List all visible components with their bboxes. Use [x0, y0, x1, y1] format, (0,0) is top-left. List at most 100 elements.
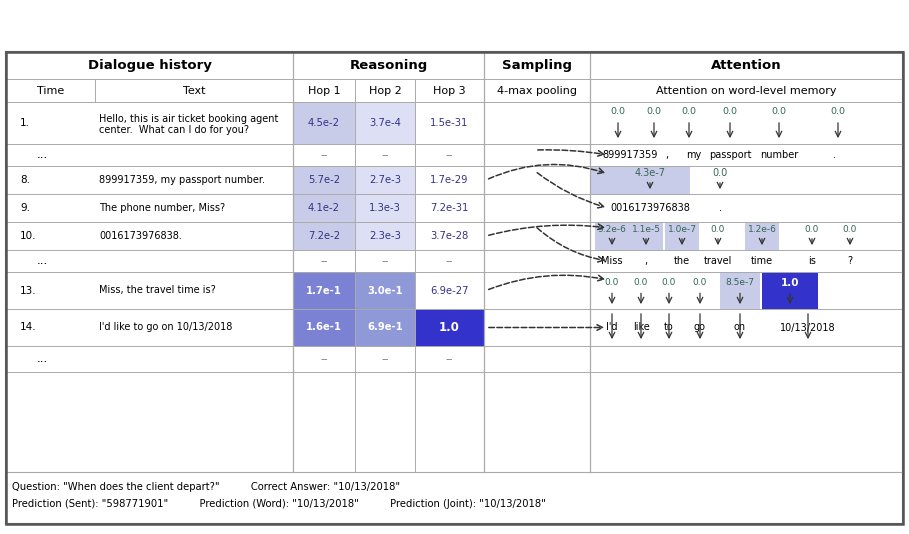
- Bar: [355, 194, 415, 222]
- Text: my: my: [686, 150, 702, 160]
- Text: 0.0: 0.0: [611, 107, 625, 116]
- Text: 0.0: 0.0: [646, 107, 662, 116]
- Text: passport: passport: [709, 150, 751, 160]
- Text: 3.7e-28: 3.7e-28: [430, 231, 469, 241]
- Text: The phone number, Miss?: The phone number, Miss?: [99, 203, 225, 213]
- Text: I'd: I'd: [606, 323, 618, 333]
- Text: 4.3e-7: 4.3e-7: [634, 168, 665, 178]
- Text: 0016173976838.: 0016173976838.: [99, 231, 182, 241]
- Text: Hop 2: Hop 2: [369, 85, 402, 96]
- Text: --: --: [320, 256, 328, 266]
- Bar: [595, 222, 629, 250]
- Bar: [355, 102, 415, 144]
- Text: --: --: [445, 354, 454, 364]
- Text: 1.: 1.: [20, 118, 30, 128]
- Text: ...: ...: [36, 352, 47, 365]
- Text: Attention: Attention: [711, 59, 782, 72]
- Bar: [6, 52, 903, 524]
- Bar: [293, 194, 355, 222]
- Bar: [355, 309, 415, 346]
- Text: 1.6e-1: 1.6e-1: [306, 323, 342, 333]
- Bar: [745, 222, 779, 250]
- Text: center.  What can I do for you?: center. What can I do for you?: [99, 125, 249, 135]
- Text: Hop 1: Hop 1: [307, 85, 340, 96]
- Text: 9.: 9.: [20, 203, 30, 213]
- Text: --: --: [381, 256, 389, 266]
- Bar: [720, 272, 760, 309]
- Text: Text: Text: [183, 85, 205, 96]
- Text: I'd like to go on 10/13/2018: I'd like to go on 10/13/2018: [99, 323, 233, 333]
- Text: 0.0: 0.0: [831, 107, 845, 116]
- Text: 13.: 13.: [20, 286, 36, 295]
- Text: Question: "When does the client depart?"          Correct Answer: "10/13/2018": Question: "When does the client depart?"…: [12, 482, 400, 492]
- Text: Miss: Miss: [601, 256, 623, 266]
- Text: 3.0e-1: 3.0e-1: [367, 286, 403, 295]
- Text: 0.0: 0.0: [772, 107, 786, 116]
- Text: 7.2e-31: 7.2e-31: [430, 203, 469, 213]
- Text: 0.0: 0.0: [804, 224, 819, 233]
- Text: 0.0: 0.0: [843, 224, 857, 233]
- Bar: [355, 272, 415, 309]
- Text: to: to: [664, 323, 674, 333]
- Bar: [293, 102, 355, 144]
- Text: 0.0: 0.0: [604, 278, 619, 287]
- Text: ?: ?: [847, 256, 853, 266]
- Bar: [665, 222, 699, 250]
- Bar: [590, 166, 690, 194]
- Text: on: on: [734, 323, 746, 333]
- Bar: [629, 222, 663, 250]
- Text: 0016173976838: 0016173976838: [610, 203, 690, 213]
- Text: 0.0: 0.0: [634, 278, 648, 287]
- Text: the: the: [674, 256, 690, 266]
- Text: 8.5e-7: 8.5e-7: [725, 278, 754, 287]
- Text: Dialogue history: Dialogue history: [87, 59, 212, 72]
- Text: go: go: [694, 323, 706, 333]
- Text: Miss, the travel time is?: Miss, the travel time is?: [99, 286, 215, 295]
- Text: ...: ...: [36, 255, 47, 268]
- Text: --: --: [445, 256, 454, 266]
- Text: --: --: [320, 150, 328, 160]
- Text: 899917359: 899917359: [603, 150, 658, 160]
- Text: ,: ,: [665, 150, 668, 160]
- Text: 1.5e-31: 1.5e-31: [430, 118, 469, 128]
- Bar: [293, 272, 355, 309]
- Text: 7.2e-2: 7.2e-2: [308, 231, 340, 241]
- Text: --: --: [445, 150, 454, 160]
- Text: 1.2e-6: 1.2e-6: [747, 224, 776, 233]
- Bar: [355, 222, 415, 250]
- Text: Hello, this is air ticket booking agent: Hello, this is air ticket booking agent: [99, 114, 278, 124]
- Text: 9.2e-6: 9.2e-6: [597, 224, 626, 233]
- Text: 0.0: 0.0: [713, 168, 727, 178]
- Text: 1.0: 1.0: [781, 278, 799, 287]
- Bar: [293, 309, 355, 346]
- Text: 1.0: 1.0: [439, 321, 460, 334]
- Bar: [6, 52, 903, 524]
- Text: Attention on word-level memory: Attention on word-level memory: [656, 85, 837, 96]
- Bar: [415, 309, 484, 346]
- Text: 0.0: 0.0: [662, 278, 676, 287]
- Text: 1.0e-7: 1.0e-7: [667, 224, 696, 233]
- Text: like: like: [633, 323, 649, 333]
- Text: travel: travel: [704, 256, 732, 266]
- Text: ,: ,: [644, 256, 647, 266]
- Text: Prediction (Sent): "598771901"          Prediction (Word): "10/13/2018"         : Prediction (Sent): "598771901" Predictio…: [12, 499, 546, 509]
- Text: 4.1e-2: 4.1e-2: [308, 203, 340, 213]
- Text: 8.: 8.: [20, 175, 30, 185]
- Bar: [293, 222, 355, 250]
- Text: 1.7e-1: 1.7e-1: [306, 286, 342, 295]
- Text: 0.0: 0.0: [682, 107, 696, 116]
- Text: 2.3e-3: 2.3e-3: [369, 231, 401, 241]
- Text: 899917359, my passport number.: 899917359, my passport number.: [99, 175, 265, 185]
- Text: is: is: [808, 256, 816, 266]
- Text: number: number: [760, 150, 798, 160]
- Text: 1.7e-29: 1.7e-29: [430, 175, 469, 185]
- Text: 3.7e-4: 3.7e-4: [369, 118, 401, 128]
- Text: ...: ...: [36, 148, 47, 161]
- Bar: [293, 166, 355, 194]
- Text: 10.: 10.: [20, 231, 36, 241]
- Text: 4.5e-2: 4.5e-2: [308, 118, 340, 128]
- Text: --: --: [381, 354, 389, 364]
- Bar: [355, 166, 415, 194]
- Bar: [762, 272, 818, 309]
- Text: 0.0: 0.0: [711, 224, 725, 233]
